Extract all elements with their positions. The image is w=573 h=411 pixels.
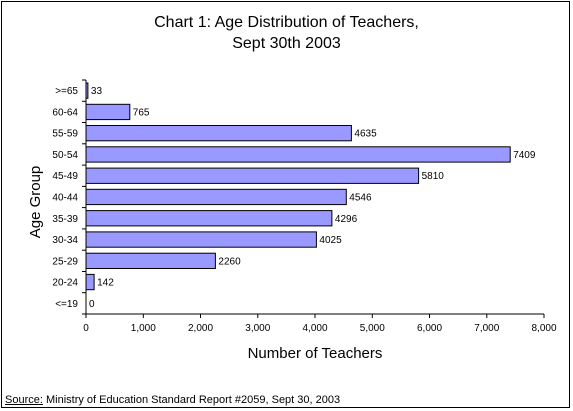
source-note: Source: Ministry of Education Standard R…	[5, 394, 340, 406]
bar-20-24	[85, 273, 95, 291]
data-label-50-54: 7409	[513, 150, 536, 161]
bar-30-34	[85, 231, 317, 248]
category-label->=65: >=65	[55, 86, 78, 97]
category-label-55-59: 55-59	[52, 129, 78, 140]
category-label-50-54: 50-54	[52, 150, 78, 161]
data-label-30-34: 4025	[319, 235, 342, 246]
category-label-<=19: <=19	[55, 299, 78, 310]
chart-title-line2: Sept 30th 2003	[232, 35, 341, 52]
data-label-35-39: 4296	[335, 214, 358, 225]
category-label-35-39: 35-39	[52, 214, 78, 225]
x-tick-label: 6,000	[417, 323, 442, 334]
data-label-40-44: 4546	[349, 193, 372, 204]
category-label-40-44: 40-44	[52, 193, 78, 204]
x-tick-label: 8,000	[531, 323, 556, 334]
chart-title-line1: Chart 1: Age Distribution of Teachers,	[154, 14, 419, 31]
y-axis-label: Age Group	[27, 166, 44, 239]
source-text: Ministry of Education Standard Report #2…	[42, 394, 341, 406]
category-label-25-29: 25-29	[52, 256, 78, 267]
category-label-60-64: 60-64	[52, 107, 78, 118]
bar-25-29	[85, 252, 216, 269]
data-label-45-49: 5810	[422, 171, 445, 182]
data-label-55-59: 4635	[354, 129, 377, 140]
bar-55-59	[85, 125, 352, 142]
data-label-25-29: 2260	[218, 256, 241, 267]
x-tick-label: 5,000	[360, 323, 385, 334]
x-tick-label: 1,000	[131, 323, 156, 334]
bar-60-64	[85, 103, 131, 121]
data-label-20-24: 142	[97, 278, 114, 289]
data-label->=65: 33	[91, 86, 103, 97]
data-label-<=19: 0	[89, 299, 95, 310]
category-label-45-49: 45-49	[52, 171, 78, 182]
bar-50-54	[85, 146, 511, 163]
bar-45-49	[85, 167, 420, 184]
source-label: Source:	[5, 394, 43, 406]
bar-40-44	[85, 188, 347, 206]
x-tick-label: 4,000	[302, 323, 327, 334]
x-axis-label: Number of Teachers	[248, 345, 383, 362]
category-label-30-34: 30-34	[52, 235, 78, 246]
x-tick-label: 2,000	[188, 323, 213, 334]
x-tick-label: 0	[83, 323, 89, 334]
bar-35-39	[85, 210, 333, 227]
x-tick-label: 3,000	[245, 323, 270, 334]
x-tick-label: 7,000	[474, 323, 499, 334]
axes-group: >=65 60-64 55-59 50-54 45-49 40-44 35-39 30-34 2…	[52, 79, 557, 334]
data-label-60-64: 765	[133, 107, 150, 118]
category-label-20-24: 20-24	[52, 278, 78, 289]
